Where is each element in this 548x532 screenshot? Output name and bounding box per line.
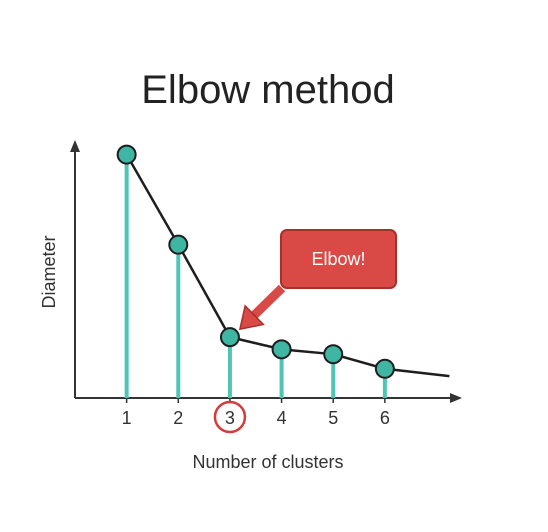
highlight-circle: [213, 400, 247, 434]
callout-label: Elbow!: [311, 249, 365, 269]
point-4: [271, 339, 292, 360]
point-5: [323, 344, 344, 365]
x-tick-label-2: 2: [173, 408, 183, 428]
y-axis-label: Diameter: [39, 235, 59, 308]
chart-title: Elbow method: [141, 68, 394, 112]
axes: [70, 140, 462, 403]
point-2: [168, 234, 189, 255]
callout-box: [280, 229, 397, 289]
point-3: [219, 327, 240, 348]
x-tick-label-3: 3: [225, 408, 235, 428]
point-6: [374, 358, 395, 379]
y-axis-arrow: [70, 140, 80, 152]
x-tick-label-1: 1: [122, 408, 132, 428]
point-1: [116, 144, 137, 165]
x-tick-label-4: 4: [277, 408, 287, 428]
callout-arrow-shaft: [249, 284, 286, 320]
x-tick-label-6: 6: [380, 408, 390, 428]
elbow-callout: Elbow!: [238, 229, 397, 331]
x-axis-arrow: [450, 393, 462, 403]
x-axis-label: Number of clusters: [192, 452, 343, 472]
x-tick-label-5: 5: [328, 408, 338, 428]
callout-arrow-head: [238, 304, 265, 331]
